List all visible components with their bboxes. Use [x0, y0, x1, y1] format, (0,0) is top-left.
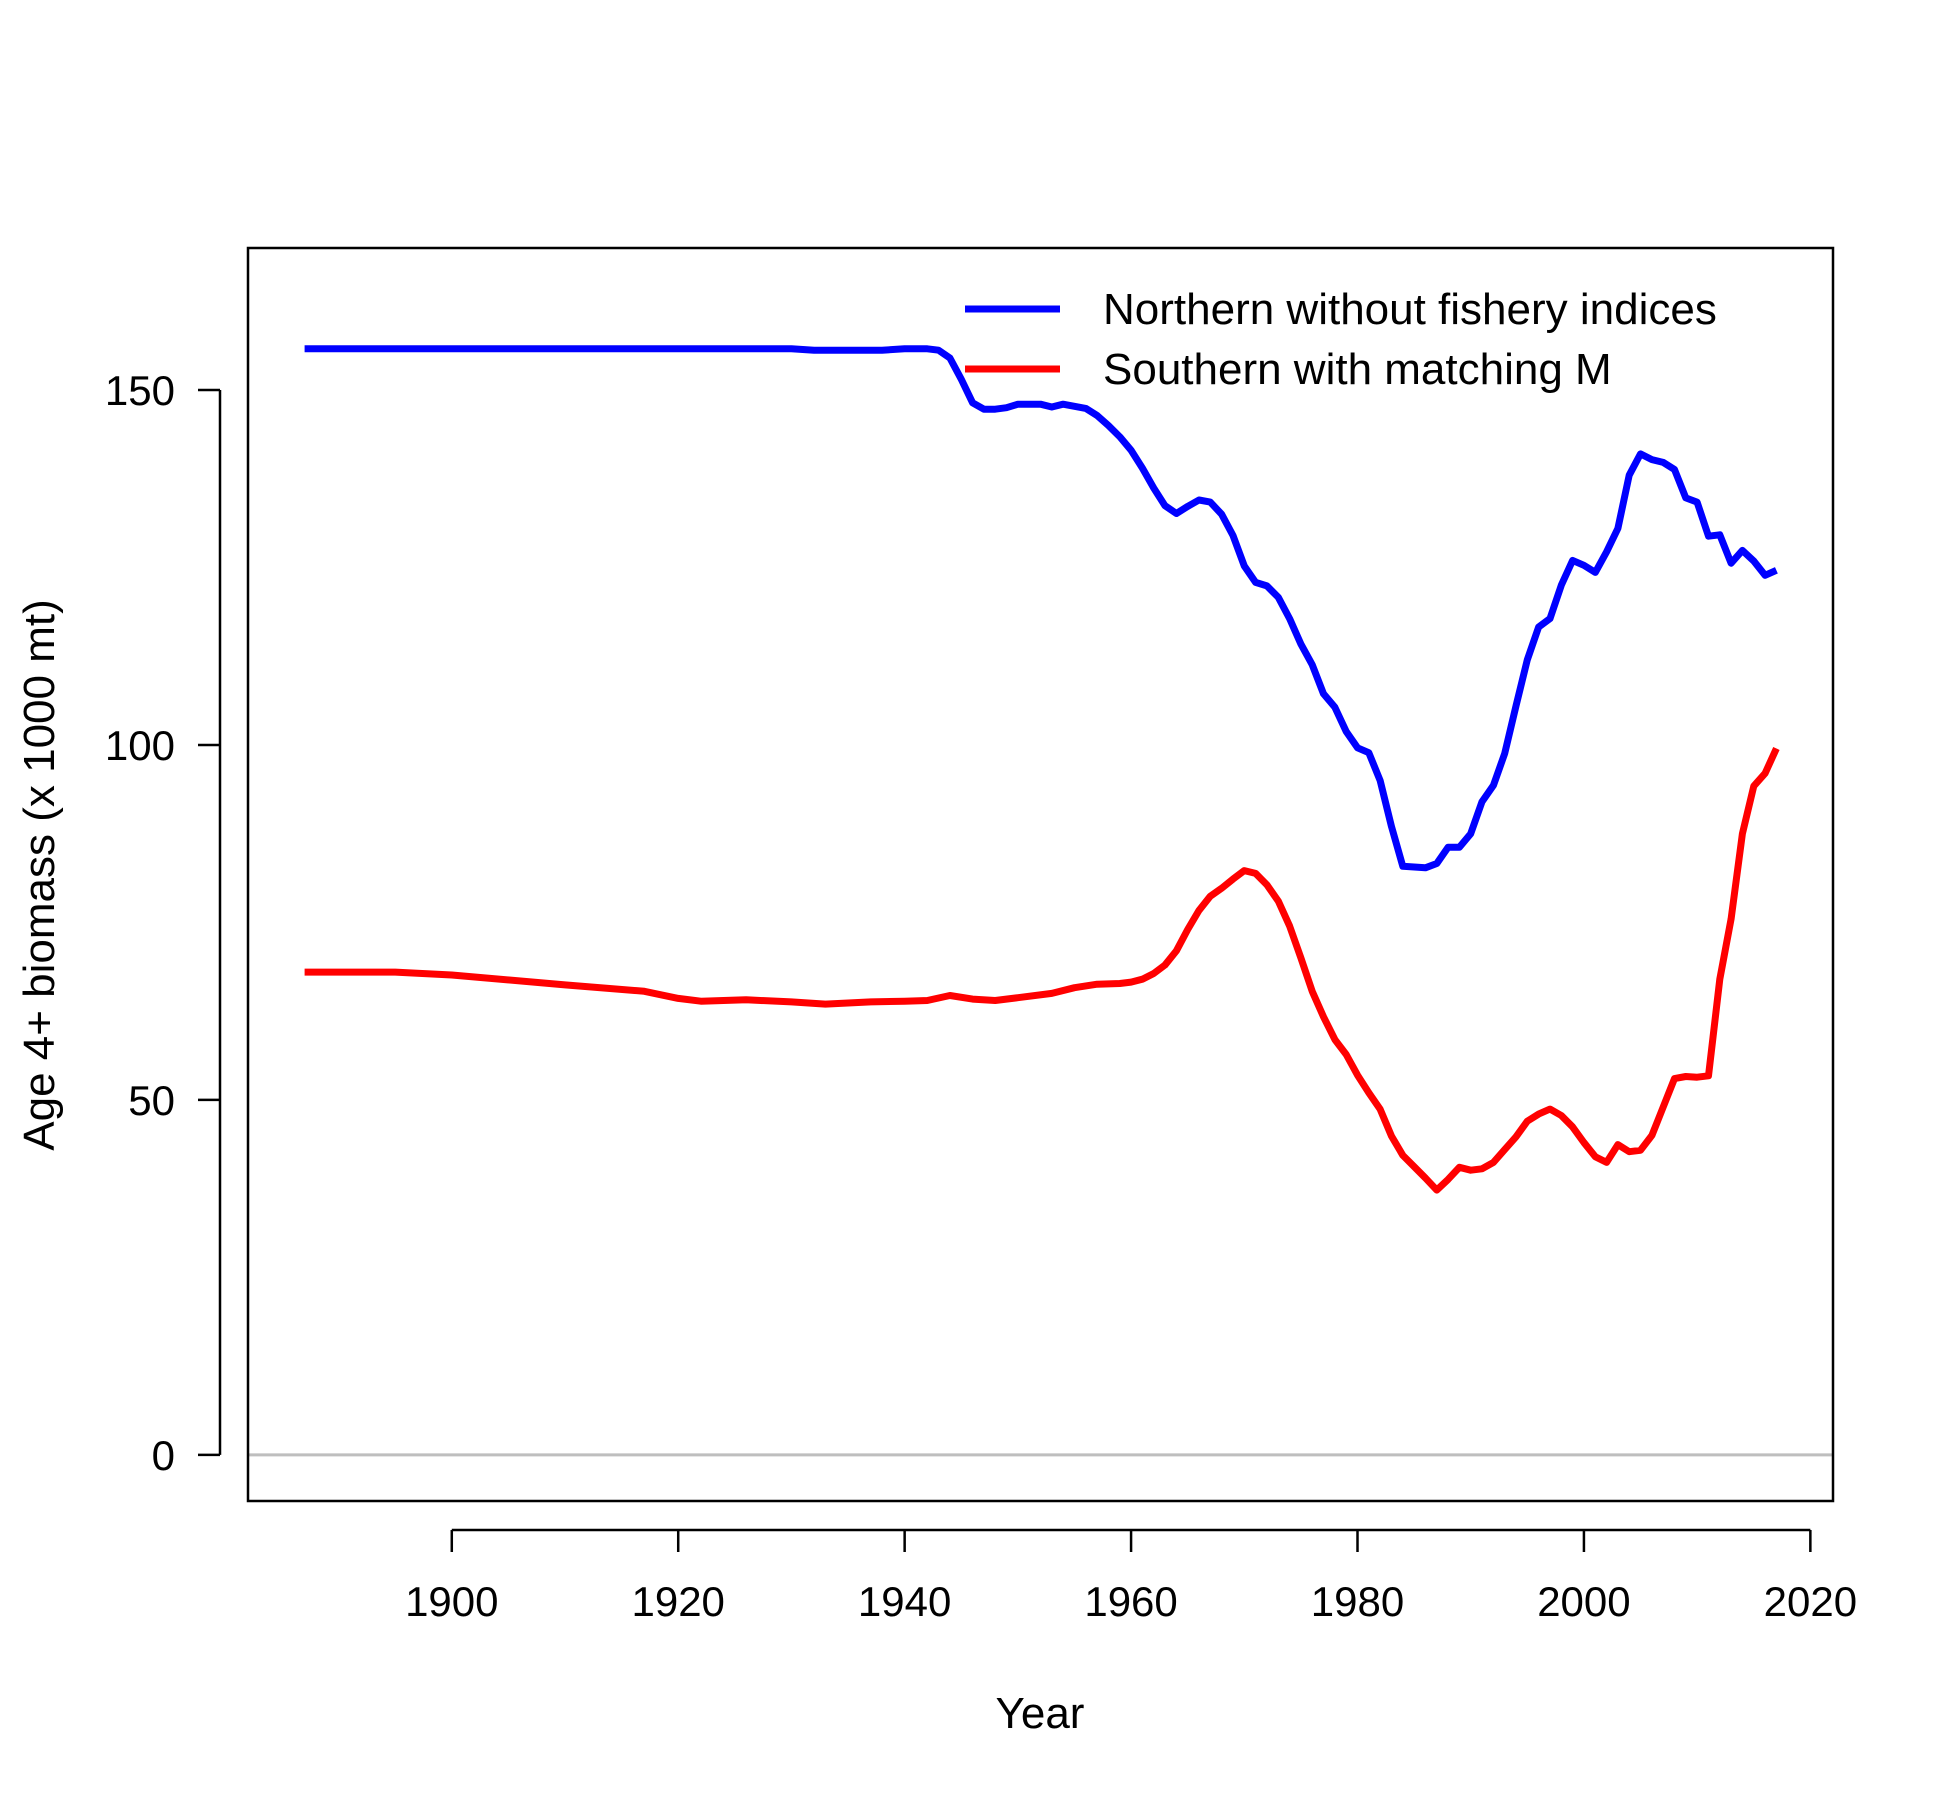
- x-tick-label: 1940: [858, 1578, 951, 1625]
- legend: Northern without fishery indices Souther…: [965, 285, 1717, 394]
- legend-label-southern: Southern with matching M: [1103, 345, 1612, 394]
- x-tick-label: 1960: [1084, 1578, 1177, 1625]
- series-line-southern: [304, 747, 1780, 1194]
- legend-label-northern: Northern without fishery indices: [1103, 285, 1717, 334]
- y-tick-label: 100: [105, 722, 175, 769]
- y-tick-label: 50: [128, 1077, 175, 1124]
- x-ticks: 1900 1920 1940 1960 1980 2000 2020: [405, 1530, 1857, 1625]
- plot-frame: [246, 246, 1835, 1503]
- x-tick-label: 1900: [405, 1578, 498, 1625]
- x-axis-label: Year: [996, 1689, 1085, 1738]
- y-tick-label: 150: [105, 367, 175, 414]
- x-axis: 1900 1920 1940 1960 1980 2000 2020: [405, 1528, 1857, 1625]
- x-tick-label: 2020: [1764, 1578, 1857, 1625]
- series-line-northern: [304, 345, 1778, 872]
- y-ticks: 0 50 100 150: [105, 367, 220, 1479]
- x-tick-label: 1920: [631, 1578, 724, 1625]
- y-axis: 0 50 100 150: [105, 367, 222, 1479]
- x-tick-label: 1980: [1311, 1578, 1404, 1625]
- series-layer: [304, 345, 1780, 1194]
- y-tick-label: 0: [152, 1432, 175, 1479]
- x-tick-label: 2000: [1537, 1578, 1630, 1625]
- y-axis-label: Age 4+ biomass (x 1000 mt): [15, 599, 64, 1150]
